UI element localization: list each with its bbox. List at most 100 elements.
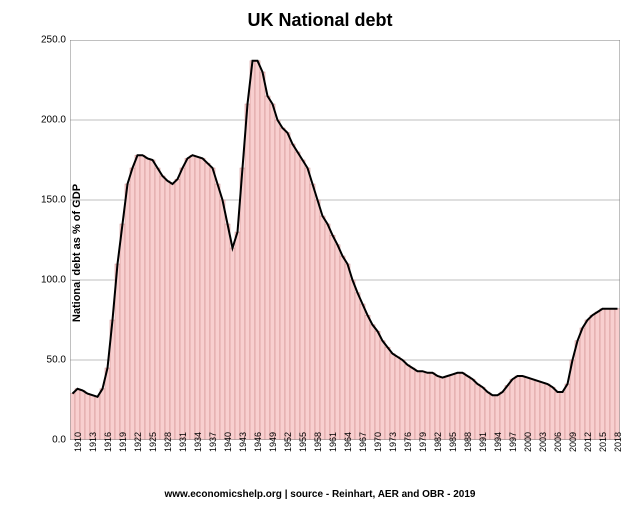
- x-tick-label: 1955: [298, 432, 308, 452]
- x-tick-label: 1925: [148, 432, 158, 452]
- x-tick-label: 2018: [613, 432, 623, 452]
- bar: [120, 224, 125, 440]
- bar: [225, 224, 230, 440]
- bar: [275, 120, 280, 440]
- bar: [290, 144, 295, 440]
- x-tick-label: 1940: [223, 432, 233, 452]
- bar: [355, 293, 360, 440]
- bar: [530, 379, 535, 440]
- bar: [300, 160, 305, 440]
- bar: [325, 224, 330, 440]
- bar: [470, 379, 475, 440]
- bar: [410, 368, 415, 440]
- bar: [420, 371, 425, 440]
- x-tick-label: 1943: [238, 432, 248, 452]
- chart-footer: www.economicshelp.org | source - Reinhar…: [0, 489, 640, 500]
- bar: [155, 168, 160, 440]
- bar: [390, 354, 395, 440]
- bar: [280, 128, 285, 440]
- bar: [305, 168, 310, 440]
- bar: [415, 371, 420, 440]
- bar: [450, 374, 455, 440]
- bar: [205, 163, 210, 440]
- bar: [170, 184, 175, 440]
- bar: [295, 152, 300, 440]
- bar: [405, 365, 410, 440]
- bar: [335, 245, 340, 440]
- bar: [145, 158, 150, 440]
- bar: [440, 378, 445, 440]
- x-tick-label: 1967: [358, 432, 368, 452]
- x-tick-label: 1919: [118, 432, 128, 452]
- x-tick-label: 2012: [583, 432, 593, 452]
- bar: [600, 309, 605, 440]
- bar: [245, 104, 250, 440]
- bar: [130, 168, 135, 440]
- bar: [180, 168, 185, 440]
- bar: [260, 72, 265, 440]
- x-tick-label: 1937: [208, 432, 218, 452]
- x-tick-label: 1973: [388, 432, 398, 452]
- x-tick-label: 1928: [163, 432, 173, 452]
- bar: [605, 309, 610, 440]
- bar: [460, 373, 465, 440]
- x-tick-label: 1913: [88, 432, 98, 452]
- bar: [365, 315, 370, 440]
- x-tick-label: 1916: [103, 432, 113, 452]
- y-tick-label: 50.0: [47, 355, 66, 366]
- x-tick-label: 2003: [538, 432, 548, 452]
- bar: [380, 341, 385, 440]
- bar: [185, 158, 190, 440]
- bar: [310, 184, 315, 440]
- bar: [315, 200, 320, 440]
- x-tick-label: 1934: [193, 432, 203, 452]
- bar: [175, 179, 180, 440]
- bar: [230, 248, 235, 440]
- bar: [350, 280, 355, 440]
- bar: [395, 357, 400, 440]
- bar: [165, 181, 170, 440]
- y-tick-label: 200.0: [41, 115, 66, 126]
- bar: [285, 133, 290, 440]
- bar: [190, 155, 195, 440]
- bar: [520, 376, 525, 440]
- bar: [160, 176, 165, 440]
- bar: [240, 168, 245, 440]
- x-tick-label: 1988: [463, 432, 473, 452]
- bar: [515, 376, 520, 440]
- bar: [510, 379, 515, 440]
- y-tick-label: 250.0: [41, 35, 66, 46]
- bar: [590, 315, 595, 440]
- bar: [465, 376, 470, 440]
- x-tick-label: 2015: [598, 432, 608, 452]
- x-tick-label: 1958: [313, 432, 323, 452]
- bar: [200, 158, 205, 440]
- bar: [430, 373, 435, 440]
- bar: [445, 376, 450, 440]
- bar: [140, 155, 145, 440]
- x-tick-label: 1952: [283, 432, 293, 452]
- bar: [585, 320, 590, 440]
- chart-title: UK National debt: [0, 10, 640, 31]
- bar: [320, 216, 325, 440]
- bar: [360, 304, 365, 440]
- x-tick-label: 1931: [178, 432, 188, 452]
- bar: [595, 312, 600, 440]
- bar: [270, 104, 275, 440]
- bar: [385, 347, 390, 440]
- bar: [195, 157, 200, 440]
- x-tick-label: 2000: [523, 432, 533, 452]
- bar: [435, 376, 440, 440]
- bar: [400, 360, 405, 440]
- x-tick-label: 1970: [373, 432, 383, 452]
- x-tick-label: 1991: [478, 432, 488, 452]
- bar: [455, 373, 460, 440]
- bar: [150, 160, 155, 440]
- bar: [330, 235, 335, 440]
- bar: [345, 264, 350, 440]
- bar: [265, 96, 270, 440]
- bar: [215, 184, 220, 440]
- chart-svg: [70, 40, 620, 440]
- bar: [210, 168, 215, 440]
- x-tick-label: 1961: [328, 432, 338, 452]
